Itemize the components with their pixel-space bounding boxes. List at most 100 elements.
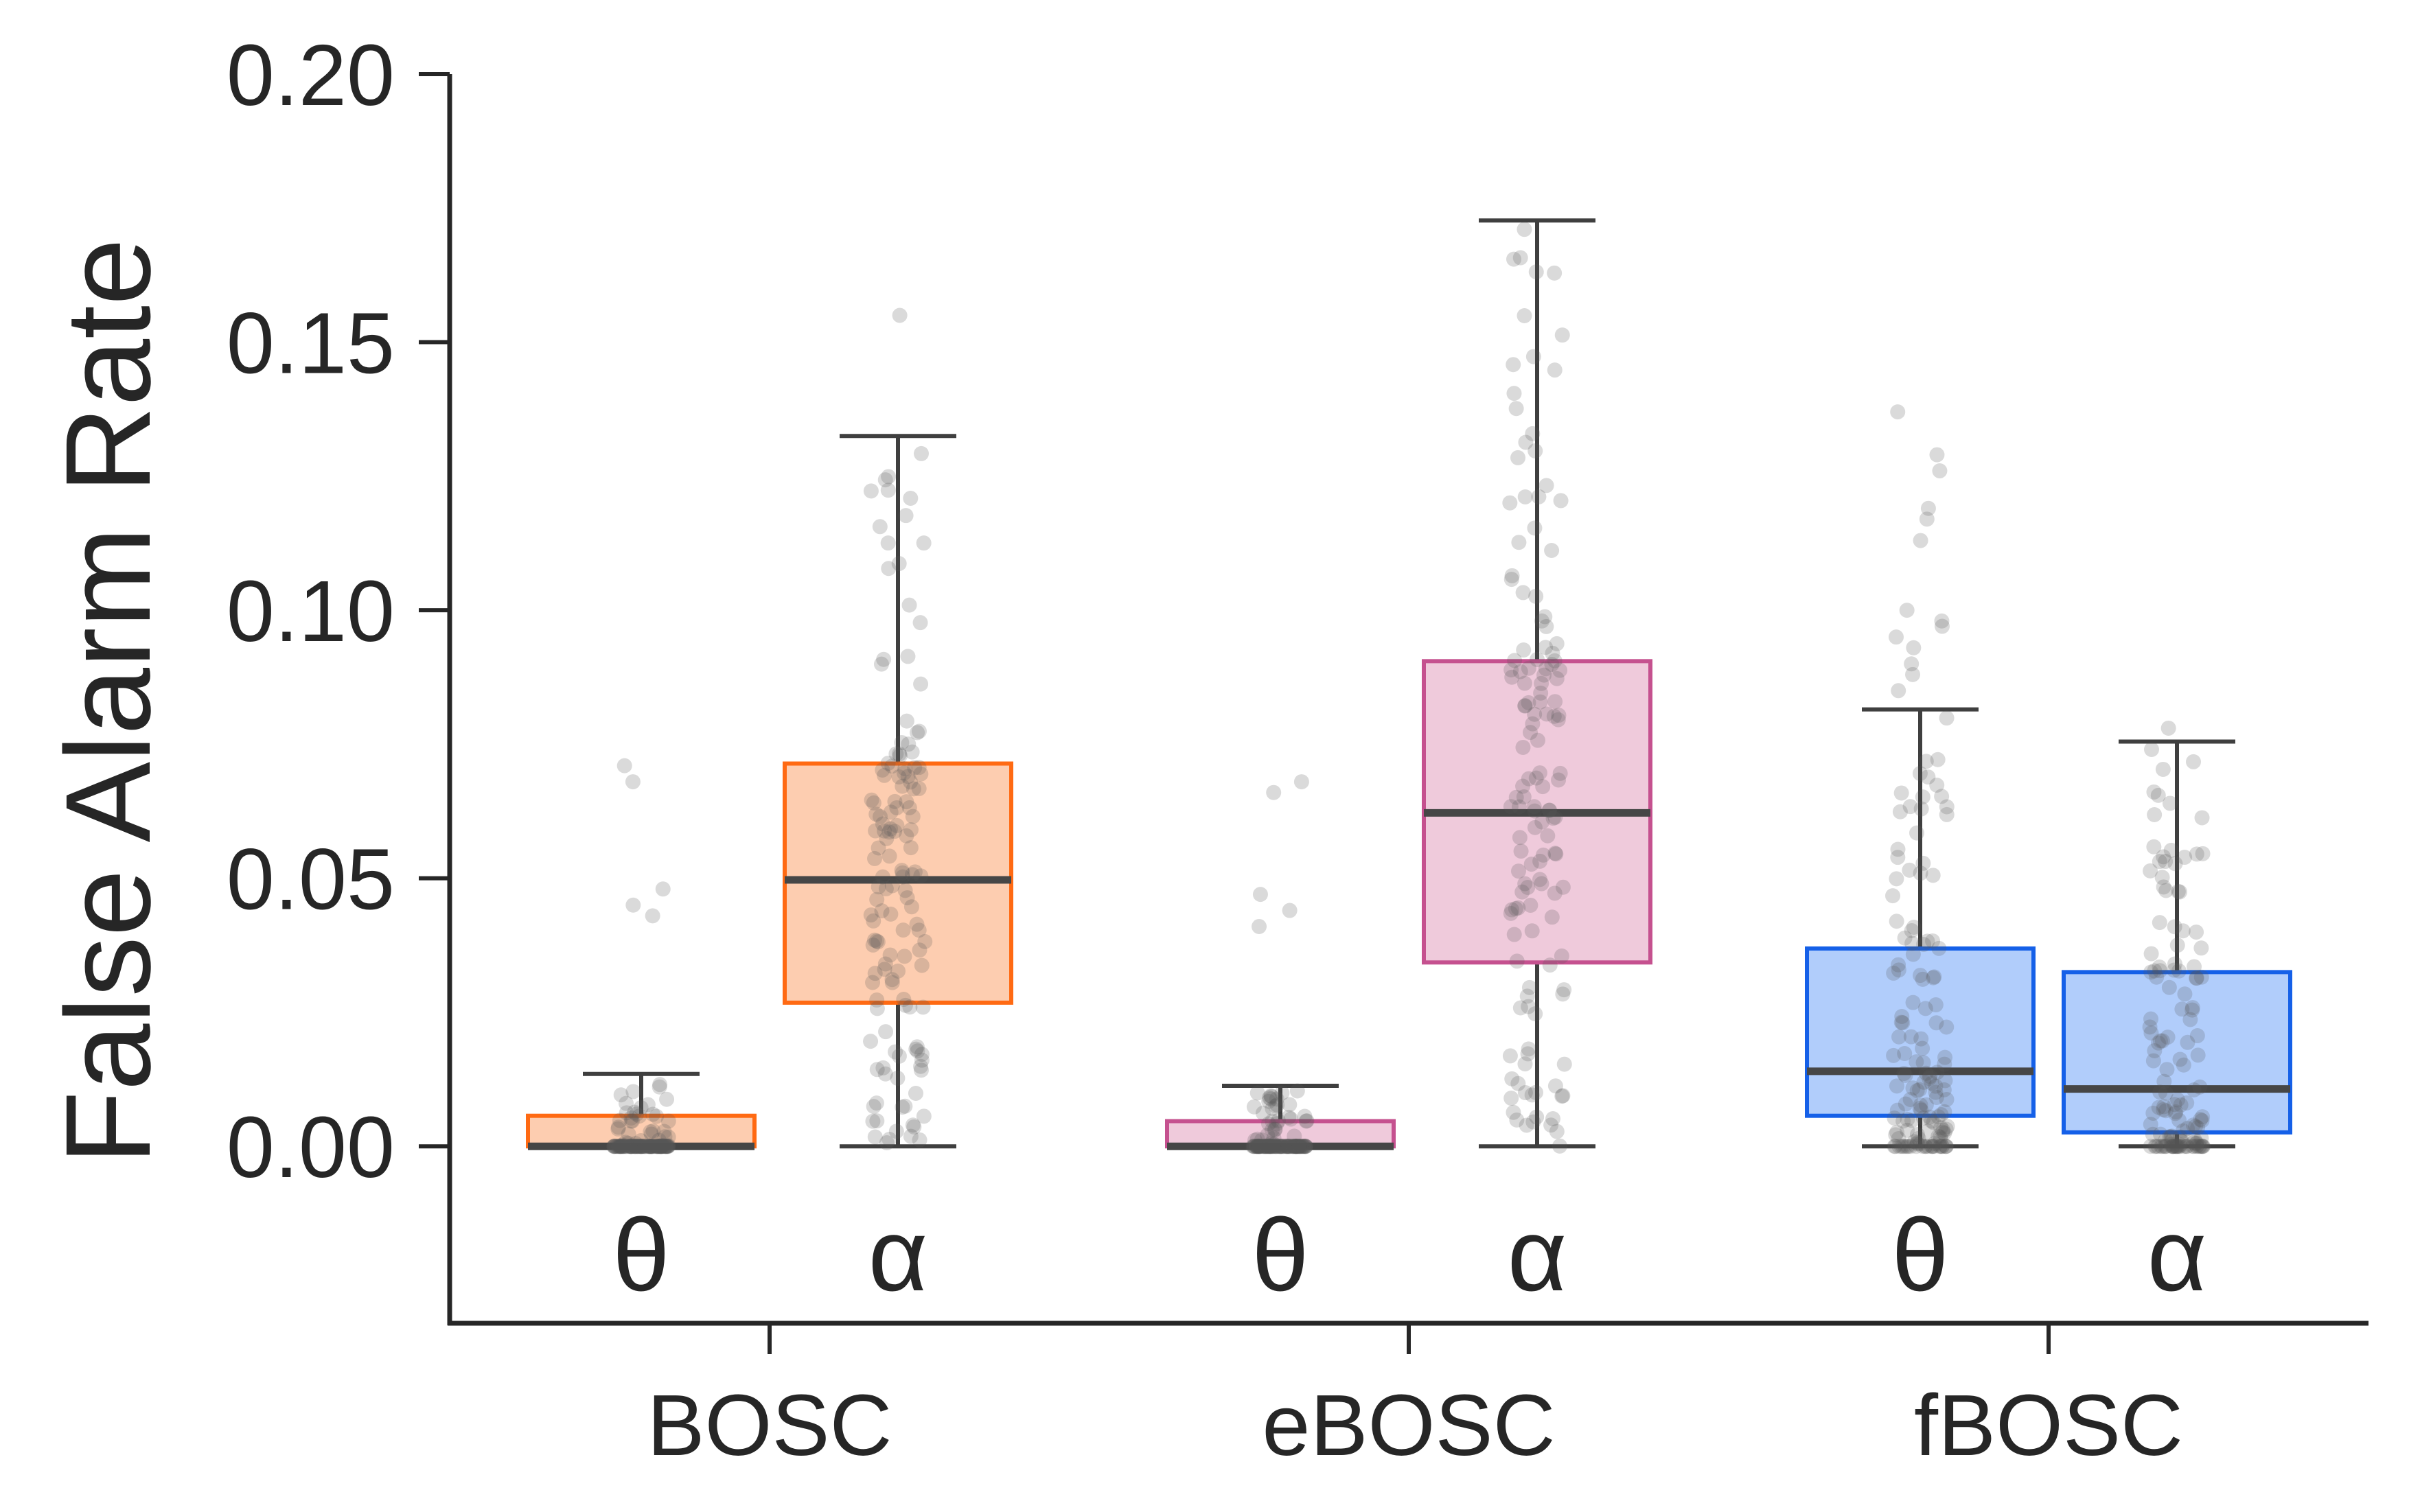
data-point [1541,802,1557,818]
data-point [634,1139,650,1154]
data-point [908,1086,923,1102]
data-point [1897,1139,1913,1154]
data-point [869,992,885,1008]
data-point [1255,1105,1271,1121]
data-point [1899,603,1915,618]
data-point [606,1139,622,1154]
data-point [867,850,883,866]
data-point [907,760,923,776]
iqr-box-fbosc-theta [1805,946,2036,1118]
data-point [917,933,933,949]
data-point [898,508,914,524]
data-point [606,1139,622,1154]
data-point [1252,1139,1267,1154]
data-point [914,1052,930,1068]
data-point [1509,953,1525,969]
data-point [1265,1101,1280,1117]
data-point [1889,914,1904,929]
data-point [913,445,929,461]
data-point [1269,1139,1285,1154]
data-point [1286,1139,1302,1154]
data-point [865,937,881,953]
data-point [1903,1139,1919,1154]
data-point [1937,1126,1952,1141]
data-point [2195,846,2211,861]
data-point [625,774,641,790]
data-point [1897,1045,1913,1061]
data-point [2173,1097,2189,1113]
data-point [1514,884,1530,900]
data-point [1261,1139,1277,1154]
data-point [649,1139,665,1154]
data-point [1893,1139,1909,1154]
data-point [1891,1139,1907,1154]
data-point [1506,927,1522,942]
data-point [1281,1139,1297,1154]
data-point [2152,915,2167,931]
data-point [1538,478,1554,493]
data-point [1265,1139,1281,1154]
data-point [614,1139,630,1154]
data-point [1545,645,1560,661]
data-point [1283,1111,1299,1127]
data-point [1261,1093,1277,1109]
data-point [1912,1136,1928,1152]
data-point [1905,1080,1921,1096]
data-point [1504,568,1520,583]
data-point [1518,434,1534,450]
data-point [1271,1139,1287,1154]
data-point [632,1139,647,1154]
data-point [1290,1139,1306,1154]
data-point [1273,1139,1289,1154]
data-point [660,1139,676,1154]
data-point [1915,789,1930,805]
data-point [609,1139,625,1154]
data-point [1939,1092,1955,1108]
axes: False Alarm Rate 0.00 0.05 0.10 0.15 0.20 BOS… [41,27,2368,1474]
data-point [2194,810,2210,826]
data-point [1273,1139,1289,1154]
data-point [625,1139,641,1154]
data-point [1528,770,1544,786]
data-point [903,1128,919,1144]
data-point [1258,1139,1274,1154]
y-tick-label: 0.05 [227,831,395,928]
data-point [1530,651,1545,667]
data-point [1922,1069,1938,1084]
data-point [2189,1028,2205,1044]
data-point [1513,844,1529,859]
data-point [630,1139,645,1154]
data-point [659,1091,675,1107]
data-point [1915,1139,1930,1154]
data-point [1502,1048,1518,1064]
data-point [1247,1139,1263,1154]
data-point [2158,854,2174,870]
data-point [1900,1111,1915,1127]
data-point [1245,1139,1261,1154]
data-point [2167,1106,2183,1121]
data-point [1280,1139,1295,1154]
data-point [1287,1139,1303,1154]
data-point [1296,1139,1312,1154]
data-point [623,1139,638,1154]
data-point [1929,1065,1945,1080]
data-point [1263,1136,1279,1152]
data-point [636,1139,652,1154]
data-point [1922,1109,1937,1125]
data-point [912,615,928,631]
data-point [660,1113,676,1129]
data-point [1260,1139,1276,1154]
data-points-fbosc-alpha [2142,720,2211,1154]
data-point [889,800,905,815]
data-point [1282,1139,1298,1154]
data-point [1528,1006,1543,1022]
data-point [1504,1071,1520,1086]
data-point [1928,1084,1944,1100]
data-point [1297,1108,1313,1124]
data-point [2145,1053,2161,1069]
data-point [1282,1097,1298,1113]
data-point [1282,903,1298,918]
data-point [1289,1139,1305,1154]
data-point [868,806,884,822]
